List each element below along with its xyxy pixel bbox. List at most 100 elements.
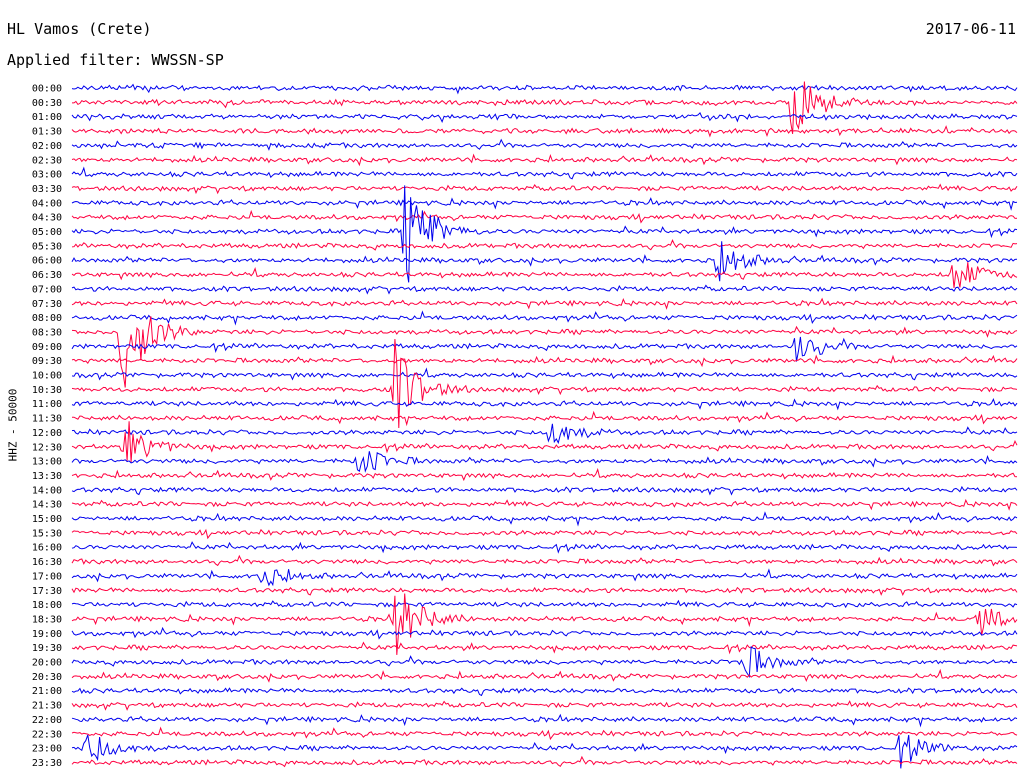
seismic-trace: [71, 541, 1018, 554]
row-time-label: 07:30: [32, 299, 62, 310]
seismic-trace: [71, 485, 1018, 496]
row-time-label: 16:30: [32, 557, 62, 568]
seismic-trace: [71, 641, 1018, 655]
seismic-trace: [71, 700, 1018, 711]
seismic-trace: [71, 593, 1018, 655]
row-time-label: 06:00: [32, 256, 62, 267]
station-title: HL Vamos (Crete): [7, 20, 152, 38]
seismic-trace: [71, 528, 1018, 540]
seismic-trace: [71, 599, 1018, 609]
row-time-label: 09:00: [32, 342, 62, 353]
seismic-trace: [71, 209, 1018, 224]
row-time-label: 02:30: [32, 155, 62, 166]
row-time-label: 11:30: [32, 414, 62, 425]
row-time-label: 19:30: [32, 643, 62, 654]
row-time-label: 00:00: [32, 84, 62, 95]
seismic-trace: [71, 755, 1018, 768]
row-time-label: 00:30: [32, 98, 62, 109]
row-time-label: 10:30: [32, 385, 62, 396]
row-time-label: 23:00: [32, 744, 62, 755]
seismic-trace: [71, 645, 1018, 679]
seismic-trace: [71, 112, 1018, 123]
seismic-trace: [71, 241, 1018, 282]
row-time-label: 20:00: [32, 658, 62, 669]
seismic-trace: [71, 336, 1018, 362]
seismic-trace: [71, 423, 1018, 445]
row-time-label: 12:30: [32, 442, 62, 453]
row-time-label: 08:00: [32, 313, 62, 324]
seismic-trace: [71, 153, 1018, 167]
seismic-trace: [71, 668, 1018, 683]
row-time-label: 05:30: [32, 241, 62, 252]
row-time-label: 21:30: [32, 701, 62, 712]
row-time-label: 14:00: [32, 485, 62, 496]
row-time-label: 18:00: [32, 600, 62, 611]
row-time-label: 02:00: [32, 141, 62, 152]
seismic-trace: [71, 284, 1018, 295]
seismic-trace: [71, 83, 1018, 95]
seismic-trace: [71, 687, 1018, 697]
seismic-trace: [72, 81, 1018, 134]
row-time-label: 06:30: [32, 270, 62, 281]
row-time-label: 14:30: [32, 500, 62, 511]
seismic-trace: [71, 421, 1018, 463]
row-time-label: 15:00: [32, 514, 62, 525]
seismic-trace: [71, 166, 1018, 180]
seismic-trace: [71, 239, 1018, 251]
row-time-label: 09:30: [32, 356, 62, 367]
row-time-label: 12:00: [32, 428, 62, 439]
row-time-label: 03:00: [32, 170, 62, 181]
seismic-trace: [71, 451, 1018, 473]
row-time-label: 11:00: [32, 399, 62, 410]
record-date: 2017-06-11: [925, 20, 1016, 38]
seismic-trace: [71, 511, 1018, 527]
seismic-trace: [71, 310, 1018, 326]
seismic-trace: [71, 354, 1018, 368]
row-time-label: 23:30: [32, 758, 62, 769]
seismic-trace: [71, 197, 1018, 211]
row-time-label: 04:00: [32, 198, 62, 209]
seismic-trace: [71, 568, 1018, 587]
seismic-trace: [71, 734, 1018, 769]
row-time-label: 04:30: [32, 213, 62, 224]
seismic-trace: [71, 554, 1018, 567]
row-time-label: 05:00: [32, 227, 62, 238]
row-time-label: 21:00: [32, 686, 62, 697]
seismic-trace: [71, 125, 1018, 138]
row-time-label: 15:30: [32, 528, 62, 539]
row-time-label: 22:30: [32, 729, 62, 740]
seismic-trace: [71, 316, 1018, 388]
seismic-trace: [71, 498, 1018, 511]
seismic-trace: [71, 338, 1018, 429]
row-time-label: 18:30: [32, 614, 62, 625]
row-time-label: 20:30: [32, 672, 62, 683]
seismic-trace: [71, 467, 1018, 482]
row-time-label: 16:00: [32, 543, 62, 554]
row-time-label: 01:00: [32, 112, 62, 123]
row-time-label: 13:30: [32, 471, 62, 482]
row-time-label: 17:00: [32, 571, 62, 582]
row-time-label: 19:00: [32, 629, 62, 640]
seismic-trace: [71, 138, 1018, 151]
row-time-label: 22:00: [32, 715, 62, 726]
seismic-trace: [71, 185, 1018, 283]
seismic-trace: [71, 297, 1018, 310]
row-time-label: 17:30: [32, 586, 62, 597]
seismic-trace: [71, 367, 1018, 381]
row-time-label: 07:00: [32, 284, 62, 295]
seismic-trace: [71, 586, 1018, 597]
row-time-label: 03:30: [32, 184, 62, 195]
seismic-trace: [71, 410, 1018, 427]
seismic-trace: [71, 626, 1018, 640]
filter-label: Applied filter: WWSSN-SP: [7, 51, 224, 69]
seismic-trace: [71, 726, 1018, 741]
row-time-label: 10:00: [32, 371, 62, 382]
row-time-label: 01:30: [32, 127, 62, 138]
seismic-trace: [71, 398, 1018, 411]
seismic-trace: [71, 262, 1018, 289]
row-time-label: 13:00: [32, 457, 62, 468]
seismic-trace: [71, 183, 1018, 195]
seismic-trace: [71, 713, 1018, 728]
row-time-label: 08:30: [32, 327, 62, 338]
